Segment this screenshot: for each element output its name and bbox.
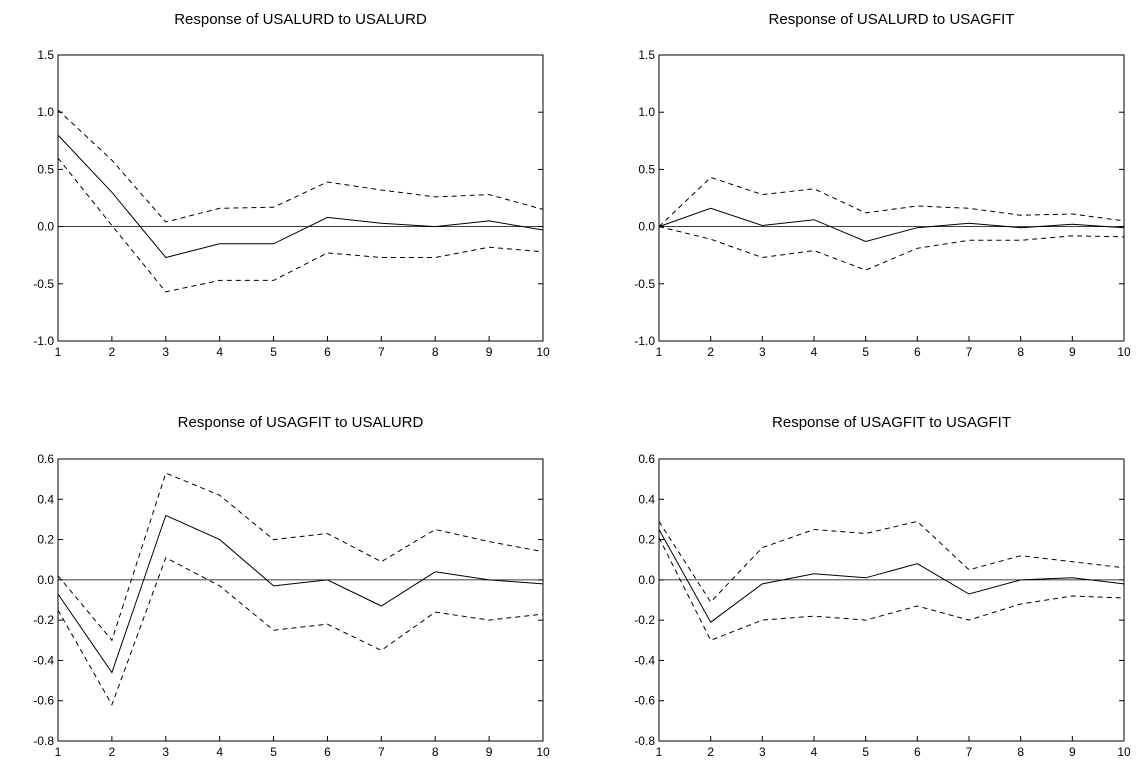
- x-tick-label: 6: [324, 745, 331, 759]
- x-tick-label: 5: [270, 745, 277, 759]
- y-tick-label: -0.2: [634, 613, 655, 627]
- confidence-band-line-2: [57, 157, 544, 293]
- chart-title: Response of USAGFIT to USAGFIT: [772, 414, 1011, 431]
- confidence-band-line-1: [57, 472, 544, 642]
- y-tick-label: 0.0: [37, 573, 54, 587]
- y-tick-label: 1.5: [37, 48, 54, 62]
- x-tick-label: 8: [432, 745, 439, 759]
- x-tick-label: 1: [55, 345, 62, 359]
- y-tick-label: 0.4: [638, 492, 655, 506]
- confidence-band-line-1: [658, 176, 1125, 227]
- x-tick-label: 10: [536, 745, 550, 759]
- chart-panel-3: Response of USAGFIT to USALURD 0.6 0.4 0.2 0…: [33, 414, 550, 759]
- x-tick-label: 7: [378, 345, 385, 359]
- plot-frame: [658, 54, 1125, 342]
- x-tick-label: 2: [707, 745, 714, 759]
- x-tick-label: 6: [914, 745, 921, 759]
- plot-frame: [57, 458, 544, 742]
- y-tick-label: 0.4: [37, 492, 54, 506]
- x-tick-label: 2: [109, 745, 116, 759]
- y-tick-label: -0.8: [634, 734, 655, 748]
- y-tick-label: -1.0: [634, 334, 655, 348]
- y-tick-label: 0.6: [638, 452, 655, 466]
- y-tick-label: -0.5: [634, 277, 655, 291]
- x-tick-label: 4: [811, 745, 818, 759]
- x-tick-label: 7: [378, 745, 385, 759]
- confidence-band-line-2: [658, 226, 1125, 271]
- x-tick-label: 1: [656, 345, 663, 359]
- x-tick-label: 1: [656, 745, 663, 759]
- x-tick-label: 1: [55, 745, 62, 759]
- y-tick-label: -1.0: [33, 334, 54, 348]
- x-tick-label: 7: [966, 745, 973, 759]
- y-tick-label: 0.0: [638, 220, 655, 234]
- chart-title: Response of USALURD to USAGFIT: [769, 11, 1015, 28]
- y-tick-label: 0.5: [638, 162, 655, 176]
- x-tick-label: 7: [966, 345, 973, 359]
- x-tick-label: 4: [216, 345, 223, 359]
- y-tick-label: -0.6: [33, 694, 54, 708]
- confidence-band-line-1: [57, 109, 544, 223]
- x-tick-label: 5: [862, 345, 869, 359]
- y-tick-label: 0.2: [37, 533, 54, 547]
- x-tick-label: 9: [1069, 745, 1076, 759]
- x-tick-label: 9: [486, 745, 493, 759]
- x-tick-label: 3: [759, 345, 766, 359]
- y-tick-label: 0.0: [638, 573, 655, 587]
- y-tick-label: 0.2: [638, 533, 655, 547]
- chart-panel-2: Response of USALURD to USAGFIT 1.5 1.0 0.5 0…: [634, 11, 1131, 359]
- y-tick-label: 1.0: [638, 105, 655, 119]
- x-tick-label: 3: [162, 745, 169, 759]
- y-tick-label: -0.5: [33, 277, 54, 291]
- chart-title: Response of USALURD to USALURD: [174, 11, 427, 28]
- x-tick-label: 8: [1017, 745, 1024, 759]
- plot-frame: [57, 54, 544, 342]
- y-tick-label: 0.0: [37, 220, 54, 234]
- chart-panel-1: Response of USALURD to USALURD 1.5 1.0 0.5 0…: [33, 11, 550, 359]
- x-tick-label: 5: [862, 745, 869, 759]
- x-tick-label: 5: [270, 345, 277, 359]
- response-line: [658, 207, 1125, 243]
- response-line: [57, 514, 544, 674]
- x-tick-label: 3: [162, 345, 169, 359]
- confidence-band-line-1: [658, 520, 1125, 603]
- x-tick-label: 2: [707, 345, 714, 359]
- confidence-band-line-2: [57, 556, 544, 706]
- y-tick-label: -0.4: [634, 653, 655, 667]
- x-tick-label: 4: [216, 745, 223, 759]
- x-tick-label: 9: [486, 345, 493, 359]
- x-tick-label: 2: [109, 345, 116, 359]
- y-tick-label: -0.6: [634, 694, 655, 708]
- plot-frame: [658, 458, 1125, 742]
- x-tick-label: 8: [432, 345, 439, 359]
- x-tick-label: 6: [914, 345, 921, 359]
- chart-panel-4: Response of USAGFIT to USAGFIT 0.6 0.4 0.2 0…: [634, 414, 1131, 759]
- x-tick-label: 6: [324, 345, 331, 359]
- y-tick-label: -0.8: [33, 734, 54, 748]
- x-tick-label: 10: [1117, 345, 1131, 359]
- y-tick-label: -0.4: [33, 653, 54, 667]
- x-tick-label: 9: [1069, 345, 1076, 359]
- x-tick-label: 10: [536, 345, 550, 359]
- y-tick-label: 0.6: [37, 452, 54, 466]
- confidence-band-line-2: [658, 537, 1125, 641]
- chart-title: Response of USAGFIT to USALURD: [178, 414, 424, 431]
- response-line: [658, 529, 1125, 623]
- y-tick-label: -0.2: [33, 613, 54, 627]
- y-tick-label: 1.5: [638, 48, 655, 62]
- x-tick-label: 4: [811, 345, 818, 359]
- y-tick-label: 0.5: [37, 162, 54, 176]
- x-tick-label: 8: [1017, 345, 1024, 359]
- x-tick-label: 3: [759, 745, 766, 759]
- x-tick-label: 10: [1117, 745, 1131, 759]
- y-tick-label: 1.0: [37, 105, 54, 119]
- response-line: [57, 134, 544, 259]
